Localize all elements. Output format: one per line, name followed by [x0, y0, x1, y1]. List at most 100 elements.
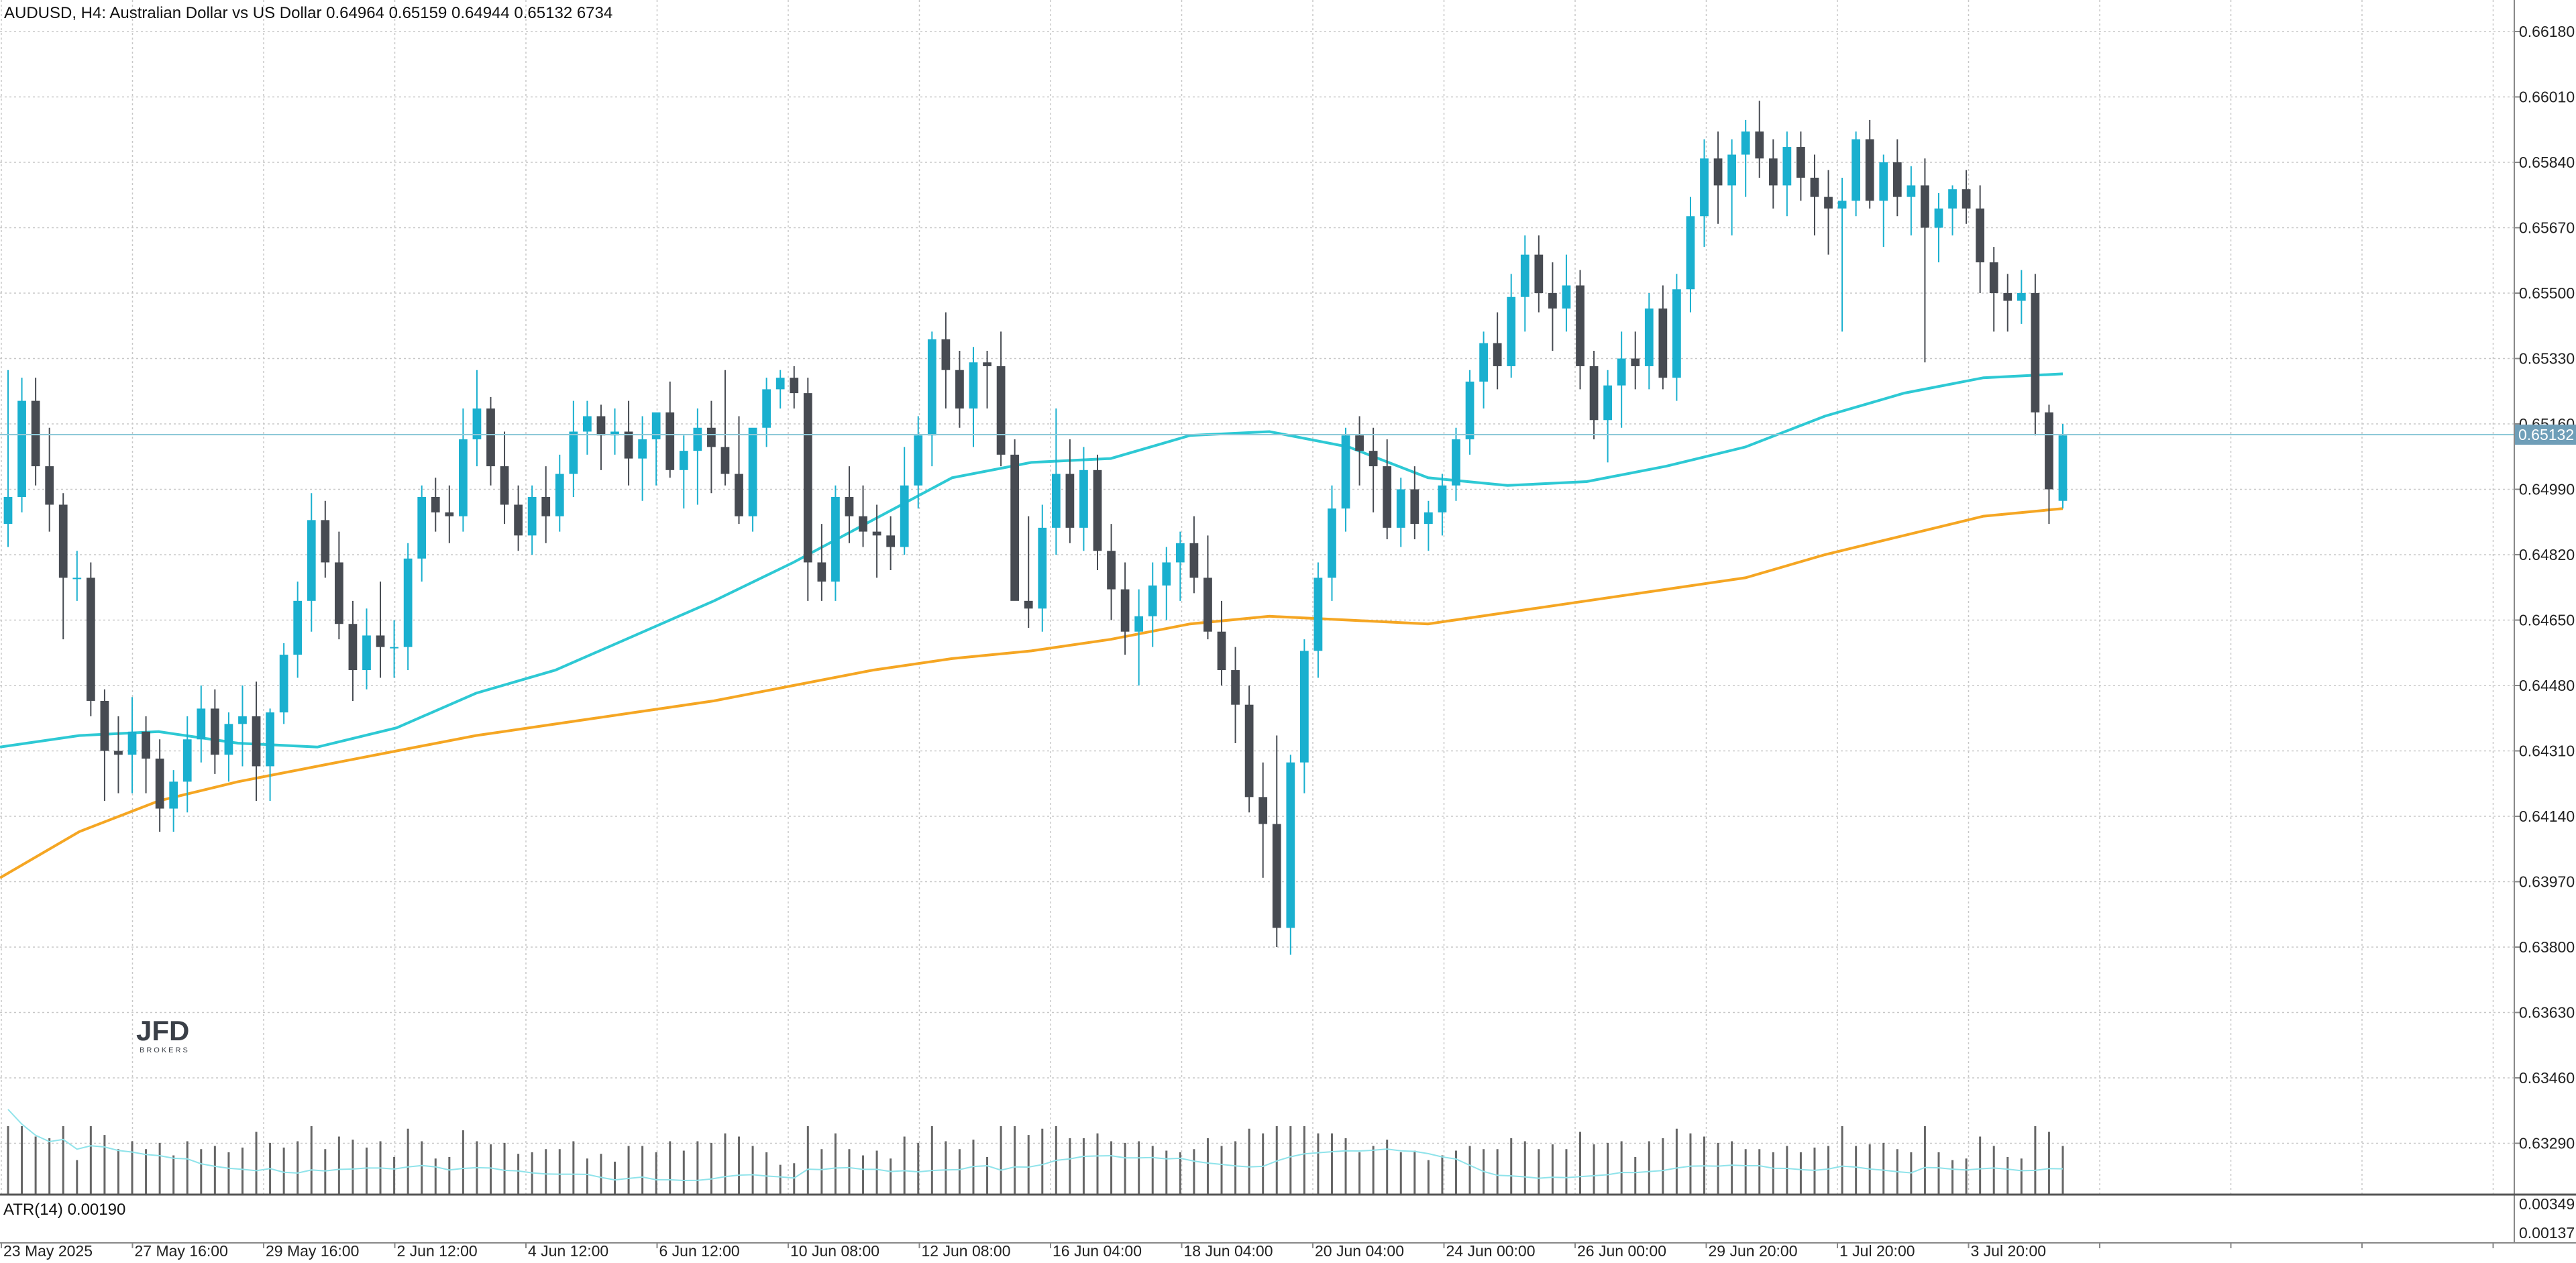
time-axis-label: 4 Jun 12:00: [528, 1242, 608, 1260]
candle-body-bull: [527, 496, 537, 536]
candle-body-bear: [1024, 600, 1033, 609]
candle: [1313, 562, 1323, 678]
candle: [3, 370, 13, 547]
candle: [17, 378, 26, 512]
price-axis-label: 0.64480: [2519, 677, 2575, 694]
candle-body-bull: [1299, 651, 1309, 763]
candle: [1934, 193, 1943, 263]
candle-body-bear: [45, 466, 54, 505]
candle: [762, 378, 771, 447]
candle-body-bear: [1768, 158, 1778, 186]
candle-body-bear: [886, 535, 896, 547]
candle-body-bear: [1713, 158, 1723, 186]
candle: [1658, 285, 1668, 390]
candle-body-bull: [1162, 562, 1171, 586]
candle: [679, 435, 688, 509]
candle-body-bear: [210, 708, 219, 755]
candlesticks: [3, 101, 2068, 955]
candle-body-bear: [1534, 254, 1544, 293]
time-axis[interactable]: 23 May 2025 27 May 16:00 29 May 16:00 2 Jun…: [1, 1242, 2494, 1260]
candle-body-bull: [748, 427, 757, 516]
current-price-tag-bg: [2515, 425, 2576, 445]
candle: [1989, 247, 1998, 332]
candle: [527, 485, 537, 555]
candle-body-bear: [1589, 366, 1599, 421]
candle: [1286, 755, 1295, 955]
candle-body-bear: [2045, 412, 2053, 490]
candle-body-bull: [1879, 162, 1888, 201]
candle: [1175, 531, 1185, 601]
candle: [210, 689, 219, 774]
candle: [1383, 439, 1392, 540]
candle: [1328, 485, 1336, 601]
candle: [2031, 274, 2040, 436]
price-axis-label: 0.64650: [2519, 612, 2575, 629]
candle: [983, 351, 991, 409]
candle-body-bull: [17, 400, 26, 497]
candle: [1341, 427, 1350, 532]
candle: [1713, 131, 1723, 224]
price-axis[interactable]: 0.66180 0.66010 0.65840 0.65670 0.65500 0.653…: [2514, 23, 2575, 1152]
candle-body-bull: [1851, 139, 1861, 201]
candle-body-bull: [266, 712, 274, 767]
candle-body-bull: [1644, 308, 1654, 366]
time-axis-label: 29 May 16:00: [266, 1242, 359, 1260]
candle: [1686, 197, 1695, 313]
candle-body-bear: [665, 412, 675, 470]
plot-background: [0, 0, 2514, 1243]
candle-body-bull: [127, 731, 137, 755]
candle-body-bear: [1548, 293, 1557, 309]
candle: [1424, 500, 1433, 551]
candle-body-bull: [555, 474, 564, 516]
candle: [1672, 274, 1681, 401]
candle: [1865, 119, 1874, 209]
time-axis-label: 29 Jun 20:00: [1709, 1242, 1798, 1260]
candle-body-bear: [1631, 358, 1640, 366]
candle: [1410, 466, 1419, 540]
candle: [1562, 254, 1571, 332]
candle: [1148, 562, 1157, 647]
candle: [1189, 516, 1199, 594]
candle-body-bear: [1410, 489, 1419, 525]
candle-body-bear: [790, 378, 799, 394]
candle-body-bull: [362, 635, 371, 671]
candle: [831, 485, 840, 601]
candle-body-bull: [472, 408, 482, 439]
candle-body-bear: [321, 520, 330, 563]
candle: [1948, 185, 1957, 235]
candle: [569, 400, 578, 497]
candle: [1203, 535, 1212, 640]
candle-body-bear: [2003, 293, 2012, 301]
candle-body-bear: [720, 447, 730, 474]
candle: [1727, 139, 1737, 235]
candle: [1589, 351, 1599, 439]
candle-body-bear: [1755, 131, 1764, 159]
price-axis-label: 0.63800: [2519, 938, 2575, 956]
candle: [1038, 504, 1047, 632]
jfd-logo: JFD BROKERS: [136, 1015, 189, 1054]
time-axis-label: 24 Jun 00:00: [1446, 1242, 1536, 1260]
candle: [1258, 762, 1268, 878]
candle-body-bear: [1383, 466, 1392, 528]
candle: [1644, 293, 1654, 390]
candle: [100, 689, 109, 802]
symbol-info-header: AUDUSD, H4: Australian Dollar vs US Doll…: [4, 4, 612, 22]
candle-body-bull: [1148, 585, 1157, 616]
candle: [1976, 185, 1985, 293]
candle: [541, 466, 551, 543]
candle: [1120, 562, 1130, 655]
candle-body-bull: [914, 435, 923, 486]
candle-body-bear: [155, 758, 164, 809]
candle-body-bull: [927, 339, 936, 436]
candle-body-bear: [1203, 578, 1212, 632]
candle-body-bull: [775, 378, 785, 390]
candle-body-bull: [831, 496, 840, 582]
candle-body-bear: [983, 362, 991, 366]
price-axis-label: 0.63970: [2519, 873, 2575, 891]
ma-fast-line: [0, 372, 2063, 749]
candle: [486, 396, 495, 486]
atr-line: [7, 1109, 2063, 1182]
candle: [941, 312, 951, 409]
